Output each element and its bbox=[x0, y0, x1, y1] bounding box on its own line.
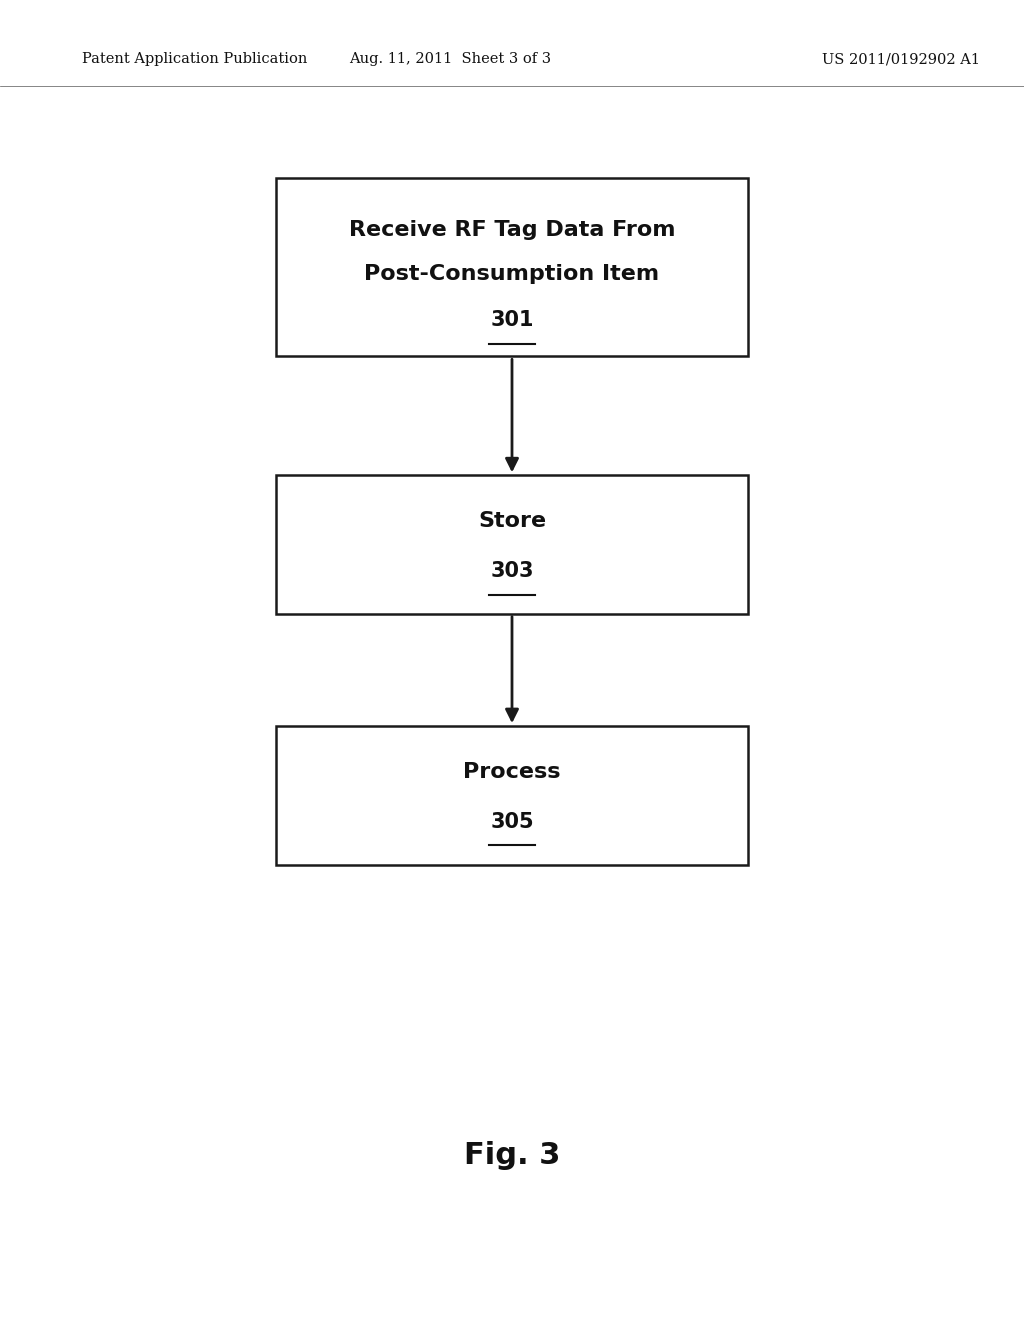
Text: Post-Consumption Item: Post-Consumption Item bbox=[365, 264, 659, 284]
Text: Patent Application Publication: Patent Application Publication bbox=[82, 53, 307, 66]
Text: Store: Store bbox=[478, 511, 546, 531]
Text: Aug. 11, 2011  Sheet 3 of 3: Aug. 11, 2011 Sheet 3 of 3 bbox=[349, 53, 552, 66]
Text: Receive RF Tag Data From: Receive RF Tag Data From bbox=[349, 220, 675, 240]
Text: 303: 303 bbox=[490, 561, 534, 581]
FancyBboxPatch shape bbox=[276, 726, 748, 865]
Text: 305: 305 bbox=[490, 812, 534, 832]
FancyBboxPatch shape bbox=[276, 178, 748, 356]
Text: US 2011/0192902 A1: US 2011/0192902 A1 bbox=[822, 53, 980, 66]
Text: Fig. 3: Fig. 3 bbox=[464, 1140, 560, 1170]
Text: Process: Process bbox=[463, 762, 561, 781]
Text: 301: 301 bbox=[490, 310, 534, 330]
FancyBboxPatch shape bbox=[276, 475, 748, 614]
